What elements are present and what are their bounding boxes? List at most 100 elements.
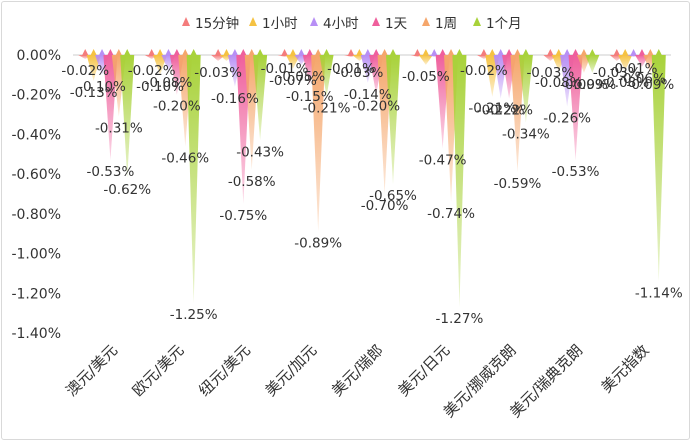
bar-cap-2-2 <box>231 49 239 56</box>
bar-5-8 <box>651 55 666 282</box>
bar-cap-4-1 <box>181 49 189 56</box>
bar-cap-5-0 <box>123 49 131 56</box>
legend-label-5: 1个月 <box>486 16 522 32</box>
y-tick-label: -1.00% <box>11 247 61 263</box>
data-label: -0.07% <box>269 73 317 89</box>
bar-cap-1-2 <box>223 49 231 56</box>
legend-marker-3 <box>372 17 380 26</box>
x-tick-label: 美元/加元 <box>262 341 321 400</box>
data-label: -0.70% <box>361 198 409 214</box>
data-label: -0.22% <box>477 103 525 119</box>
y-tick-label: -1.20% <box>11 286 61 302</box>
data-label: -0.05% <box>277 69 325 85</box>
bar-cap-3-6 <box>505 49 513 56</box>
y-tick-label: -0.60% <box>11 167 61 183</box>
data-label: -0.15% <box>286 89 334 105</box>
bar-cap-1-6 <box>488 49 496 56</box>
legend-marker-4 <box>422 17 430 26</box>
bar-cap-2-1 <box>164 49 172 56</box>
data-label: -0.75% <box>219 208 267 224</box>
legend-label-0: 15分钟 <box>195 15 239 32</box>
bar-cap-0-6 <box>480 49 488 56</box>
bar-cap-1-1 <box>156 49 164 56</box>
data-label: -0.02% <box>128 63 176 79</box>
y-axis: 0.00% -0.20% -0.40% -0.60% -0.80% -1.00% -1.20… <box>11 48 671 342</box>
bar-cap-1-4 <box>355 49 363 56</box>
data-label: -0.20% <box>352 99 400 115</box>
data-label: -0.03% <box>593 65 641 81</box>
data-label: -0.62% <box>103 182 151 198</box>
bar-5-1 <box>186 55 201 304</box>
bar-5-7 <box>585 55 600 73</box>
bar-cap-1-0 <box>90 49 98 56</box>
bar-cap-0-0 <box>81 49 89 56</box>
legend[interactable]: 15分钟 1小时 4小时 1天 1周 1个月 <box>182 15 522 32</box>
bar-4-3 <box>311 55 326 232</box>
legend-label-4: 1周 <box>435 16 457 32</box>
bar-cap-0-5 <box>413 49 421 56</box>
bar-cap-0-8 <box>613 49 621 56</box>
legend-label-3: 1天 <box>385 16 408 32</box>
data-label: -0.05% <box>402 69 450 85</box>
bar-cap-2-7 <box>563 49 571 56</box>
data-label: -0.65% <box>369 188 417 204</box>
data-label: -0.10% <box>78 79 126 95</box>
x-axis: 澳元/美元 欧元/美元 纽元/美元 美元/加元 美元/瑞郎 美元/日元美元/挪威克朗美元/… <box>62 341 652 421</box>
bar-cap-2-5 <box>430 49 438 56</box>
data-label: -0.16% <box>211 91 259 107</box>
data-label: -0.13% <box>70 85 118 101</box>
bar-cap-1-5 <box>422 49 430 56</box>
bar-cap-3-2 <box>239 49 247 56</box>
bar-cap-4-3 <box>314 49 322 56</box>
data-label: -0.08% <box>145 75 193 91</box>
data-label: -0.08% <box>535 75 583 91</box>
bar-cap-3-1 <box>173 49 181 56</box>
y-tick-label: 0.00% <box>17 48 61 64</box>
x-tick-label: 纽元/美元 <box>195 341 254 400</box>
bar-cap-0-4 <box>347 49 355 56</box>
data-labels: -0.02% -0.02% -0.03% -0.01% -0.01% -0.02% -0.0… <box>61 61 682 327</box>
bar-1-8 <box>618 55 633 71</box>
data-label: -0.46% <box>161 150 209 166</box>
x-tick-label: 美元指数 <box>597 341 652 396</box>
bar-cap-3-8 <box>638 49 646 56</box>
plot-area <box>78 49 666 308</box>
bar-cap-1-7 <box>555 49 563 56</box>
data-label: -0.58% <box>228 174 276 190</box>
bar-cap-5-4 <box>389 49 397 56</box>
data-label: -0.08% <box>601 75 649 91</box>
bar-1-0 <box>86 55 101 81</box>
bar-cap-2-6 <box>497 49 505 56</box>
data-label: -0.21% <box>468 101 516 117</box>
bar-cap-3-5 <box>439 49 447 56</box>
data-label: -0.14% <box>344 87 392 103</box>
bar-5-0 <box>120 55 135 179</box>
data-label: -0.03% <box>336 65 384 81</box>
bar-1-3 <box>285 55 300 69</box>
bar-3-2 <box>236 55 251 204</box>
data-label: -0.34% <box>502 127 550 143</box>
bar-cap-4-6 <box>513 49 521 56</box>
bar-cap-1-8 <box>621 49 629 56</box>
y-tick-label: -0.80% <box>11 207 61 223</box>
bar-5-5 <box>452 55 467 308</box>
legend-marker-5 <box>473 17 481 26</box>
bar-cap-4-2 <box>248 49 256 56</box>
bar-cap-3-3 <box>306 49 314 56</box>
bar-cap-5-7 <box>588 49 596 56</box>
bar-cap-5-6 <box>522 49 530 56</box>
y-tick-label: -0.20% <box>11 88 61 104</box>
bar-cap-4-8 <box>646 49 654 56</box>
bar-cap-2-3 <box>297 49 305 56</box>
x-tick-label: 澳元/美元 <box>62 341 121 400</box>
data-label: -0.89% <box>294 236 342 252</box>
data-label: -1.25% <box>170 307 218 323</box>
data-label: -0.02% <box>61 63 109 79</box>
data-label: -0.43% <box>236 144 284 160</box>
x-tick-label: 美元/日元 <box>395 341 454 400</box>
bar-cap-0-3 <box>281 49 289 56</box>
data-label: -0.53% <box>552 164 600 180</box>
bar-cap-3-4 <box>372 49 380 56</box>
bar-cap-5-8 <box>655 49 663 56</box>
